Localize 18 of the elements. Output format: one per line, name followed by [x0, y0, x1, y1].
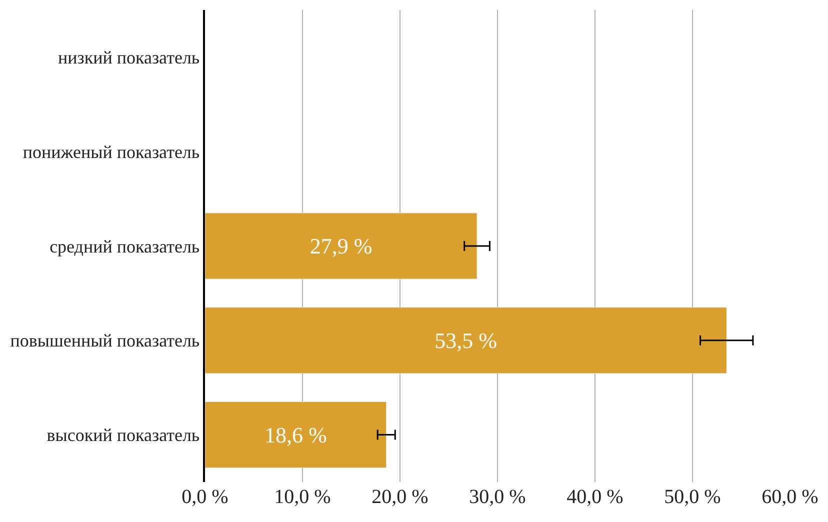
y-tick-label: высокий показатель	[46, 425, 200, 446]
x-tick-label: 30,0 %	[469, 486, 526, 508]
y-tick-label: повышенный показатель	[10, 330, 200, 351]
y-tick-label: низкий показатель	[58, 48, 200, 68]
data-label: 18,6 %	[264, 422, 327, 448]
data-label: 27,9 %	[310, 234, 372, 258]
x-tick-label: 20,0 %	[372, 486, 428, 508]
data-label: 53,5 %	[434, 328, 497, 353]
x-tick-label: 0,0 %	[182, 486, 228, 508]
x-tick-label: 10,0 %	[274, 486, 331, 508]
x-tick-label: 40,0 %	[566, 486, 624, 508]
x-tick-label: 50,0 %	[664, 486, 721, 508]
bar	[205, 212, 478, 280]
y-tick-label: пониженый показатель	[22, 142, 200, 162]
y-tick-label: средний показатель	[50, 236, 200, 256]
x-tick-label: 60,0 %	[762, 486, 818, 508]
bar	[205, 402, 387, 468]
bar	[205, 307, 727, 374]
